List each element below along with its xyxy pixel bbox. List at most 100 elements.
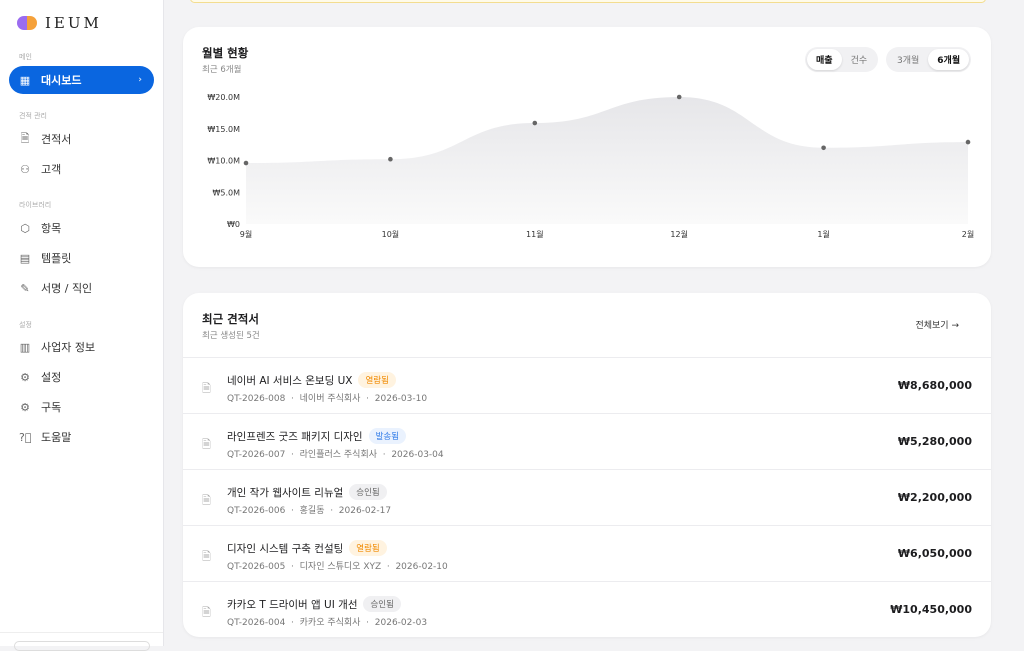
gear-icon: ⚙ bbox=[20, 370, 30, 384]
metric-toggle: 매출 건수 bbox=[805, 47, 879, 72]
sidebar-item-label: 견적서 bbox=[41, 133, 72, 146]
range-toggle: 3개월 6개월 bbox=[886, 47, 972, 72]
sidebar-item-signature[interactable]: ✎ 서명 / 직인 bbox=[9, 274, 154, 302]
view-all-link[interactable]: 전체보기 → bbox=[915, 318, 959, 331]
dashboard-icon: ▦ bbox=[19, 73, 31, 87]
sidebar-item-label: 템플릿 bbox=[41, 252, 72, 265]
quote-amount: ₩2,200,000 bbox=[897, 491, 972, 504]
sidebar-item-settings[interactable]: ⚙ 설정 bbox=[9, 363, 154, 391]
quote-title: 카카오 T 드라이버 앱 UI 개선 bbox=[227, 598, 358, 611]
monthly-chart-card: 월별 현황 최근 6개월 매출 건수 3개월 6개월 9월 10월 11월 12월 1월… bbox=[183, 27, 991, 267]
logo[interactable]: IEUM bbox=[17, 14, 102, 32]
quote-meta: QT-2026-007 · 라인플러스 주식회사 · 2026-03-04 bbox=[227, 450, 444, 460]
sidebar-item-business-info[interactable]: ▥ 사업자 정보 bbox=[9, 333, 154, 361]
chevron-right-icon: › bbox=[138, 75, 142, 85]
quote-meta: QT-2026-008 · 네이버 주식회사 · 2026-03-10 bbox=[227, 394, 428, 404]
sidebar-footer-button[interactable] bbox=[14, 641, 150, 651]
sidebar: IEUM 메인 ▦ 대시보드 › 견적 관리 🗎 견적서 ⚇ 고객 라이브러리 ⬡ 항목 … bbox=[0, 0, 164, 651]
data-point[interactable] bbox=[532, 120, 538, 126]
document-icon: 🗎 bbox=[202, 550, 211, 563]
pen-icon: ✎ bbox=[20, 281, 30, 295]
sidebar-item-label: 서명 / 직인 bbox=[41, 282, 93, 295]
section-label-quotes: 견적 관리 bbox=[19, 112, 47, 120]
building-icon: ▥ bbox=[19, 340, 31, 354]
app-name: IEUM bbox=[45, 14, 102, 32]
document-icon: 🗎 bbox=[202, 382, 211, 395]
data-point[interactable] bbox=[965, 139, 971, 145]
data-point[interactable] bbox=[388, 156, 393, 162]
chart-title: 월별 현황 bbox=[202, 46, 249, 60]
x-tick-label: 10월 bbox=[382, 229, 400, 239]
section-label-settings: 설정 bbox=[19, 321, 32, 329]
toggle-3-months[interactable]: 3개월 bbox=[897, 56, 920, 66]
quotes-title: 최근 견적서 bbox=[202, 312, 259, 326]
quote-row[interactable]: 🗎 카카오 T 드라이버 앱 UI 개선 승인됨 QT-2026-004 · 카카… bbox=[183, 581, 991, 637]
document-icon: 🗎 bbox=[202, 494, 211, 507]
quotes-subtitle: 최근 생성된 5건 bbox=[202, 331, 260, 341]
data-point[interactable] bbox=[676, 94, 682, 100]
sidebar-item-templates[interactable]: ▤ 템플릿 bbox=[9, 244, 154, 272]
recent-quotes-card: 최근 견적서 최근 생성된 5건 전체보기 → 🗎 네이버 AI 서비스 온보딩… bbox=[183, 293, 991, 637]
template-icon: ▤ bbox=[19, 251, 31, 265]
sidebar-item-label: 대시보드 bbox=[41, 74, 82, 87]
view-all-label: 전체보기 bbox=[915, 321, 949, 331]
quote-meta: QT-2026-006 · 홍길동 · 2026-02-17 bbox=[227, 506, 392, 516]
quote-title: 라인프렌즈 굿즈 패키지 디자인 bbox=[227, 430, 363, 443]
sidebar-item-label: 항목 bbox=[41, 222, 62, 235]
sidebar-item-label: 사업자 정보 bbox=[41, 341, 96, 354]
x-tick-label: 2월 bbox=[962, 229, 974, 239]
help-icon: ?⃝ bbox=[19, 430, 32, 444]
logo-mark-icon bbox=[17, 16, 37, 30]
divider bbox=[0, 632, 163, 633]
document-icon: 🗎 bbox=[202, 438, 211, 451]
quote-row[interactable]: 🗎 네이버 AI 서비스 온보딩 UX 열람됨 QT-2026-008 · 네이버… bbox=[183, 357, 991, 413]
toggle-count[interactable]: 건수 bbox=[850, 56, 868, 66]
data-point[interactable] bbox=[243, 160, 249, 166]
status-badge: 열람됨 bbox=[358, 372, 396, 388]
quote-row[interactable]: 🗎 디자인 시스템 구축 컨설팅 열람됨 QT-2026-005 · 디자인 스튜… bbox=[183, 525, 991, 581]
sidebar-item-label: 구독 bbox=[41, 401, 62, 414]
status-badge: 승인됨 bbox=[349, 484, 387, 500]
quote-row[interactable]: 🗎 라인프렌즈 굿즈 패키지 디자인 발송됨 QT-2026-007 · 라인플러… bbox=[183, 413, 991, 469]
quote-title: 개인 작가 웹사이트 리뉴얼 bbox=[227, 486, 344, 499]
document-icon: 🗎 bbox=[20, 131, 30, 145]
users-icon: ⚇ bbox=[20, 162, 30, 176]
document-icon: 🗎 bbox=[202, 606, 211, 619]
toggle-6-months[interactable]: 6개월 bbox=[928, 49, 970, 70]
quote-row[interactable]: 🗎 개인 작가 웹사이트 리뉴얼 승인됨 QT-2026-006 · 홍길동 · … bbox=[183, 469, 991, 525]
status-badge: 열람됨 bbox=[349, 540, 387, 556]
arrow-right-icon: → bbox=[951, 321, 959, 331]
quote-meta: QT-2026-005 · 디자인 스튜디오 XYZ · 2026-02-10 bbox=[227, 562, 448, 572]
status-badge: 발송됨 bbox=[368, 428, 407, 444]
quote-amount: ₩6,050,000 bbox=[897, 547, 972, 560]
box-icon: ⬡ bbox=[20, 221, 30, 235]
sidebar-item-label: 도움말 bbox=[41, 431, 72, 444]
y-tick-label: ₩20.0M bbox=[207, 93, 240, 102]
sidebar-item-quotes[interactable]: 🗎 견적서 bbox=[9, 125, 154, 153]
quote-title: 디자인 시스템 구축 컨설팅 bbox=[227, 542, 344, 555]
quote-amount: ₩8,680,000 bbox=[897, 379, 972, 392]
quote-title: 네이버 AI 서비스 온보딩 UX bbox=[227, 374, 353, 387]
sidebar-item-dashboard[interactable]: ▦ 대시보드 › bbox=[9, 66, 154, 94]
chart-subtitle: 최근 6개월 bbox=[202, 65, 242, 75]
area-chart: 9월 10월 11월 12월 1월 2월 ₩0 ₩5.0M ₩10.0M ₩15.0M ₩20.0M bbox=[207, 93, 974, 239]
sidebar-item-customers[interactable]: ⚇ 고객 bbox=[9, 155, 154, 183]
status-badge: 승인됨 bbox=[363, 596, 401, 612]
quote-amount: ₩10,450,000 bbox=[890, 603, 972, 616]
sidebar-item-subscription[interactable]: ⚙ 구독 bbox=[9, 393, 154, 421]
section-label-library: 라이브러리 bbox=[19, 201, 52, 209]
sidebar-item-label: 고객 bbox=[41, 163, 62, 176]
toggle-revenue[interactable]: 매출 bbox=[807, 49, 842, 70]
section-label-main: 메인 bbox=[19, 53, 32, 61]
x-tick-label: 9월 bbox=[240, 229, 252, 239]
x-tick-label: 11월 bbox=[526, 229, 544, 239]
y-tick-label: ₩15.0M bbox=[207, 125, 240, 134]
y-tick-label: ₩5.0M bbox=[212, 188, 240, 197]
data-point[interactable] bbox=[821, 145, 826, 151]
sidebar-item-help[interactable]: ?⃝ 도움말 bbox=[9, 423, 154, 451]
sidebar-item-items[interactable]: ⬡ 항목 bbox=[9, 214, 154, 242]
quote-meta: QT-2026-004 · 카카오 주식회사 · 2026-02-03 bbox=[227, 618, 428, 628]
x-tick-label: 12월 bbox=[670, 229, 688, 239]
y-tick-label: ₩10.0M bbox=[207, 157, 240, 166]
quote-amount: ₩5,280,000 bbox=[897, 435, 972, 448]
